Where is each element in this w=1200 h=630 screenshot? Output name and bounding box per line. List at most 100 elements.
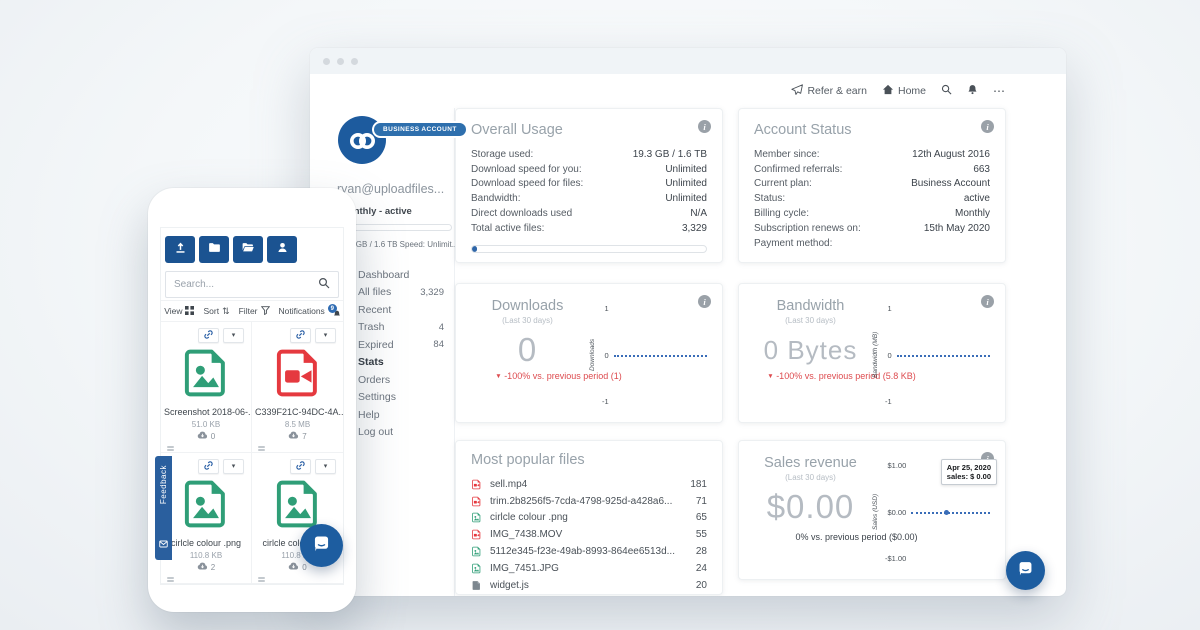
- feedback-tab[interactable]: Feedback: [155, 456, 172, 560]
- cloud-download-icon: [288, 431, 299, 441]
- popular-file-row[interactable]: trim.2b8256f5-7cda-4798-925d-a428a6... 7…: [471, 493, 707, 510]
- stat-row: Total active files: 3,329: [471, 222, 707, 234]
- file-size: 110.8 KB: [281, 551, 314, 560]
- sidebar-item-help[interactable]: Help: [358, 408, 380, 421]
- funnel-icon: [260, 305, 270, 317]
- file-name: C339F21C-94DC-4A...: [255, 407, 343, 417]
- chat-launcher-button[interactable]: [300, 524, 343, 567]
- user-icon: [276, 241, 289, 259]
- search-button[interactable]: [941, 84, 952, 98]
- file-card[interactable]: ▾ Screenshot 2018-06-... 51.0 KB 0: [161, 322, 252, 453]
- copy-link-button[interactable]: [198, 328, 219, 343]
- sidebar-item-settings[interactable]: Settings: [358, 391, 396, 404]
- stat-row: Billing cycle: Monthly: [754, 208, 990, 220]
- window-control-dot[interactable]: [323, 57, 330, 65]
- popular-file-row[interactable]: 5112e345-f23e-49ab-8993-864ee6513d... 28: [471, 543, 707, 560]
- window-control-dot[interactable]: [351, 57, 358, 65]
- sales-delta: 0% vs. previous period ($0.00): [795, 532, 918, 542]
- file-toolbar: View Sort ⇅ Filter Notifications 9: [161, 300, 343, 322]
- file-type-icon: [471, 563, 482, 574]
- phone-action-buttons: [165, 236, 297, 263]
- account-status-card: Account Status i Member since: 12th Augu…: [738, 108, 1006, 263]
- overall-usage-card: Overall Usage i Storage used: 19.3 GB / …: [455, 108, 723, 263]
- filter-toggle[interactable]: Filter: [239, 305, 270, 317]
- notification-badge: 9: [327, 304, 337, 313]
- file-menu-button[interactable]: ▾: [223, 459, 244, 474]
- info-icon[interactable]: i: [981, 295, 994, 308]
- view-toggle[interactable]: View: [164, 305, 195, 317]
- card-title: Account Status: [754, 122, 852, 138]
- bandwidth-delta: ▼ -100% vs. previous period (5.8 KB): [767, 371, 916, 381]
- file-name: cirlcle colour .png: [170, 538, 242, 548]
- notifications-toggle[interactable]: Notifications 9: [279, 304, 340, 317]
- downloads-chart: Downloads 1 0 -1: [589, 304, 712, 406]
- upload-icon: [174, 241, 187, 259]
- status-rows: Member since: 12th August 2016 Confirmed…: [754, 147, 990, 251]
- sales-revenue-card: i Sales revenue (Last 30 days) $0.00 0% …: [738, 440, 1006, 580]
- bandwidth-amount: 0 Bytes: [763, 335, 858, 365]
- downloads-card: i Downloads (Last 30 days) 0 ▼ -100% vs.…: [455, 283, 723, 423]
- upload-button[interactable]: [165, 236, 195, 263]
- popular-file-row[interactable]: widget.js 20: [471, 577, 707, 594]
- info-icon[interactable]: i: [698, 295, 711, 308]
- notifications-button[interactable]: [967, 84, 978, 98]
- popular-files-list: sell.mp4 181 trim.2b8256f5-7cda-4798-925…: [471, 476, 707, 594]
- download-count: 24: [695, 562, 707, 574]
- link-icon: [295, 327, 306, 345]
- caret-down-icon: ▾: [323, 463, 328, 470]
- copy-link-button[interactable]: [198, 459, 219, 474]
- sidebar-item-stats[interactable]: Stats: [358, 356, 384, 369]
- popular-file-row[interactable]: IMG_7451.JPG 24: [471, 560, 707, 577]
- search-input[interactable]: Search...: [165, 271, 339, 298]
- cloud-download-icon: [197, 431, 208, 441]
- file-menu-button[interactable]: ▾: [315, 328, 336, 343]
- sidebar-item-recent[interactable]: Recent: [358, 303, 392, 316]
- search-icon[interactable]: [318, 276, 330, 294]
- download-count: 20: [695, 579, 707, 591]
- chart-flat-line: [613, 355, 707, 357]
- plan-status: Monthly - active: [340, 206, 412, 217]
- folder-open-button[interactable]: [233, 236, 263, 263]
- card-title: Sales revenue: [764, 455, 857, 471]
- card-subtitle: (Last 30 days): [785, 473, 836, 482]
- copy-link-button[interactable]: [290, 459, 311, 474]
- copy-link-button[interactable]: [290, 328, 311, 343]
- search-icon: [941, 84, 952, 98]
- sidebar-item-expired[interactable]: Expired 84: [358, 338, 444, 351]
- file-card[interactable]: ▾ cirlcle colour .png 110.8 KB 0: [252, 453, 343, 584]
- sidebar-item-dashboard[interactable]: Dashboard: [358, 268, 410, 281]
- refer-earn-link[interactable]: Refer & earn: [791, 83, 867, 99]
- download-count: 2: [161, 562, 251, 572]
- usage-rows: Storage used: 19.3 GB / 1.6 TB Download …: [471, 147, 707, 236]
- notification-bell-icon: 9: [327, 304, 340, 317]
- file-grid: ▾ Screenshot 2018-06-... 51.0 KB 0 ▾ C33…: [161, 322, 343, 584]
- sidebar-item-log-out[interactable]: Log out: [358, 426, 394, 439]
- caret-down-icon: ▾: [231, 332, 236, 339]
- sidebar-item-trash[interactable]: Trash 4: [358, 321, 444, 334]
- file-card[interactable]: ▾ C339F21C-94DC-4A... 8.5 MB 7: [252, 322, 343, 453]
- sales-amount: $0.00: [766, 488, 855, 525]
- home-link[interactable]: Home: [882, 84, 926, 98]
- account-button[interactable]: [267, 236, 297, 263]
- window-control-dot[interactable]: [337, 57, 344, 65]
- sidebar-item-orders[interactable]: Orders: [358, 373, 391, 386]
- bandwidth-chart: Bandwidth (MB) 1 0 -1: [872, 304, 995, 406]
- popular-file-row[interactable]: sell.mp4 181: [471, 476, 707, 493]
- folder-button[interactable]: [199, 236, 229, 263]
- popular-file-row[interactable]: cirlcle colour .png 65: [471, 510, 707, 527]
- chat-launcher-button[interactable]: [1006, 551, 1045, 590]
- file-card[interactable]: ▾ cirlcle colour .png 110.8 KB 2: [161, 453, 252, 584]
- grid-icon: [185, 305, 195, 317]
- arrow-down-icon: ▼: [495, 373, 502, 380]
- file-menu-button[interactable]: ▾: [223, 328, 244, 343]
- info-icon[interactable]: i: [981, 120, 994, 133]
- more-menu-button[interactable]: ⋯: [993, 84, 1006, 98]
- drag-handle: [167, 577, 174, 579]
- sidebar-item-all-files[interactable]: All files 3,329: [358, 286, 444, 299]
- popular-file-row[interactable]: IMG_7438.MOV 55: [471, 526, 707, 543]
- file-type-icon: [471, 496, 482, 507]
- link-icon: [295, 458, 306, 476]
- sort-toggle[interactable]: Sort ⇅: [203, 305, 230, 317]
- info-icon[interactable]: i: [698, 120, 711, 133]
- file-menu-button[interactable]: ▾: [315, 459, 336, 474]
